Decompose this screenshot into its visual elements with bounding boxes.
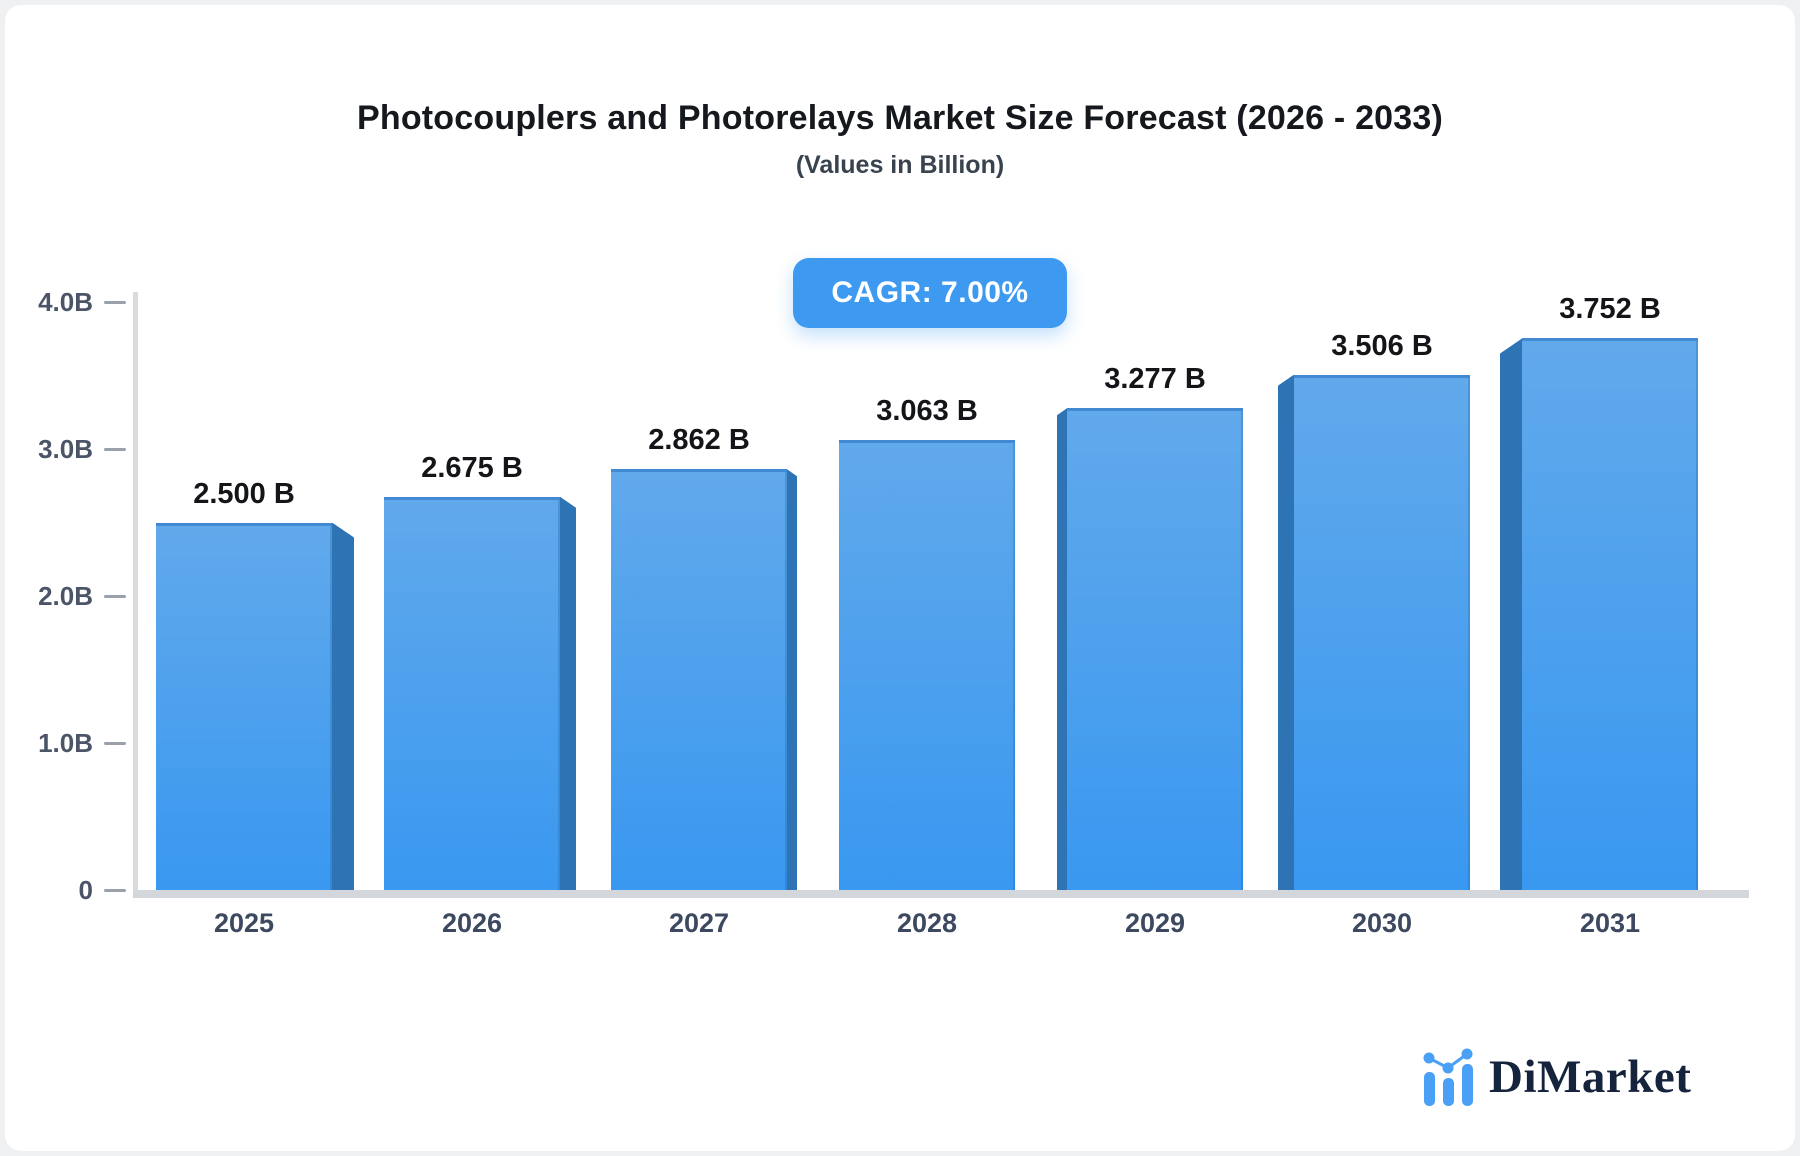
y-axis-tick [104, 741, 126, 745]
x-axis-label: 2031 [1579, 908, 1641, 938]
x-axis-label: 2030 [1351, 908, 1413, 938]
y-axis-tick [104, 447, 126, 451]
y-axis-tick [104, 594, 126, 598]
y-axis-tick [104, 300, 126, 304]
brand-logo-text: DiMarket [1489, 1051, 1692, 1103]
chart-subtitle: (Values in Billion) [795, 151, 1005, 179]
bar-value-label: 2.500 B [193, 477, 295, 510]
x-axis-label: 2025 [213, 908, 275, 938]
chart-card: Photocouplers and Photorelays Market Siz… [5, 5, 1795, 1151]
bar-value-label: 2.862 B [648, 424, 750, 457]
y-axis-label: 4.0B [38, 287, 93, 317]
bar [384, 496, 560, 890]
mini-bar-chart-icon [1423, 1048, 1473, 1106]
y-axis-tick [104, 888, 126, 892]
bar-value-label: 2.675 B [421, 451, 523, 484]
bar [1067, 408, 1243, 890]
bar-side-face [1500, 338, 1522, 890]
x-axis-label: 2027 [668, 908, 730, 938]
bar-side-face [1057, 408, 1067, 890]
cagr-badge: CAGR: 7.00% [793, 258, 1067, 328]
y-axis-label: 1.0B [38, 728, 93, 758]
x-axis-label: 2029 [1124, 908, 1186, 938]
chart-title: Photocouplers and Photorelays Market Siz… [356, 99, 1444, 137]
bar-side-face [787, 469, 797, 890]
bar-side-face [332, 522, 354, 890]
x-axis-line [133, 890, 1749, 898]
bar [1522, 338, 1698, 890]
brand-logo: DiMarket [1423, 1045, 1691, 1109]
bar-side-face [1278, 374, 1294, 890]
bar-value-label: 3.752 B [1559, 293, 1661, 326]
bar [611, 469, 787, 890]
bar-value-label: 3.506 B [1331, 329, 1433, 362]
bar [839, 439, 1015, 890]
y-axis-label: 0 [78, 875, 93, 905]
x-axis-label: 2028 [896, 908, 958, 938]
y-axis-label: 3.0B [38, 434, 93, 464]
bar [1294, 374, 1470, 890]
x-axis-label: 2026 [441, 908, 503, 938]
bar-value-label: 3.277 B [1104, 363, 1206, 396]
y-axis-label: 2.0B [38, 581, 93, 611]
bar-chart-plot-area: 4.0B 3.0B 2.0B 1.0B 0 2.500 B 2025 2.675 B 2026 2… [5, 5, 1795, 1151]
bar-side-face [560, 496, 576, 890]
y-axis-line [133, 292, 138, 898]
bar-value-label: 3.063 B [876, 394, 978, 427]
bar [156, 522, 332, 890]
